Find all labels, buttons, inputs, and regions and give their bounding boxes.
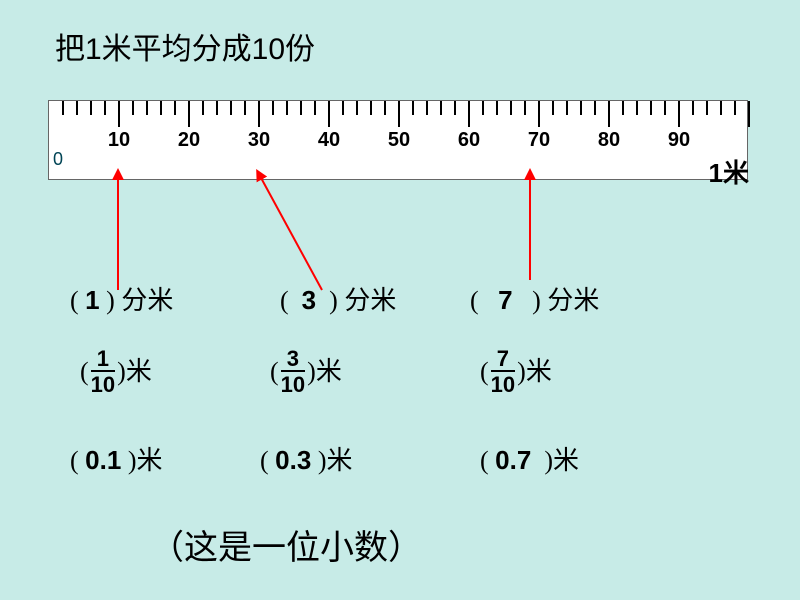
ruler-tick-minor bbox=[650, 101, 652, 115]
ruler-tick-minor bbox=[622, 101, 624, 115]
ruler-tick-minor bbox=[356, 101, 358, 115]
col3-fraction: (710)米 bbox=[480, 350, 552, 398]
ruler-tick-minor bbox=[510, 101, 512, 115]
ruler-tick-minor bbox=[370, 101, 372, 115]
ruler-tick-minor bbox=[160, 101, 162, 115]
ruler-tick-minor bbox=[286, 101, 288, 115]
ruler-tick-minor bbox=[90, 101, 92, 115]
ruler-tick-minor bbox=[76, 101, 78, 115]
ruler-tick-minor bbox=[496, 101, 498, 115]
ruler-tick-minor bbox=[174, 101, 176, 115]
ruler-zero: 0 bbox=[53, 149, 63, 170]
col2-decimal: ( 0.3 )米 bbox=[260, 440, 353, 477]
ruler-tick-major bbox=[678, 101, 680, 127]
ruler-tick-minor bbox=[244, 101, 246, 115]
ruler-tick-minor bbox=[552, 101, 554, 115]
ruler-tick-minor bbox=[342, 101, 344, 115]
col1-decimal: ( 0.1 )米 bbox=[70, 440, 163, 477]
ruler-tick-major bbox=[608, 101, 610, 127]
ruler-tick-minor bbox=[202, 101, 204, 115]
ruler-tick-minor bbox=[132, 101, 134, 115]
ruler-tick-minor bbox=[412, 101, 414, 115]
ruler-tick-minor bbox=[636, 101, 638, 115]
ruler-tick-label: 70 bbox=[528, 129, 550, 152]
ruler-tick-minor bbox=[734, 101, 736, 115]
col2-fraction: (310)米 bbox=[270, 350, 342, 398]
ruler-tick-minor bbox=[104, 101, 106, 115]
ruler-tick-minor bbox=[720, 101, 722, 115]
ruler-tick-minor bbox=[440, 101, 442, 115]
ruler-tick-minor bbox=[62, 101, 64, 115]
ruler-tick-label: 60 bbox=[458, 129, 480, 152]
ruler-tick-minor bbox=[580, 101, 582, 115]
ruler-tick-minor bbox=[300, 101, 302, 115]
page-title: 把1米平均分成10份 bbox=[55, 24, 315, 68]
col1-decimeter: ( 1 ) 分米 bbox=[70, 280, 173, 317]
ruler-tick-minor bbox=[272, 101, 274, 115]
ruler-tick-minor bbox=[146, 101, 148, 115]
ruler-tick-minor bbox=[524, 101, 526, 115]
ruler-tick-minor bbox=[454, 101, 456, 115]
ruler-tick-major bbox=[328, 101, 330, 127]
ruler-tick-minor bbox=[314, 101, 316, 115]
ruler-tick-major bbox=[258, 101, 260, 127]
ruler-tick-major bbox=[468, 101, 470, 127]
ruler-tick-minor bbox=[426, 101, 428, 115]
ruler-tick-minor bbox=[664, 101, 666, 115]
ruler-tick-label: 40 bbox=[318, 129, 340, 152]
ruler-tick-major bbox=[398, 101, 400, 127]
ruler-tick-minor bbox=[692, 101, 694, 115]
ruler-tick-major bbox=[748, 101, 750, 127]
ruler-tick-major bbox=[118, 101, 120, 127]
ruler-tick-minor bbox=[594, 101, 596, 115]
ruler-tick-label: 30 bbox=[248, 129, 270, 152]
ruler-tick-label: 50 bbox=[388, 129, 410, 152]
ruler-tick-label: 10 bbox=[108, 129, 130, 152]
ruler-tick-minor bbox=[482, 101, 484, 115]
ruler-tick-major bbox=[188, 101, 190, 127]
conclusion: （这是一位小数） bbox=[150, 520, 422, 569]
ruler-tick-minor bbox=[706, 101, 708, 115]
col3-decimal: ( 0.7 )米 bbox=[480, 440, 579, 477]
ruler-tick-major bbox=[538, 101, 540, 127]
ruler-tick-minor bbox=[384, 101, 386, 115]
col3-decimeter: ( 7 ) 分米 bbox=[470, 280, 599, 317]
ruler-tick-minor bbox=[566, 101, 568, 115]
ruler-tick-minor bbox=[216, 101, 218, 115]
col1-fraction: (110)米 bbox=[80, 350, 152, 398]
ruler-tick-label: 90 bbox=[668, 129, 690, 152]
ruler-tick-minor bbox=[230, 101, 232, 115]
ruler-tick-label: 20 bbox=[178, 129, 200, 152]
ruler-tick-label: 80 bbox=[598, 129, 620, 152]
col2-decimeter: ( 3 ) 分米 bbox=[280, 280, 396, 317]
ruler: 0 1米 102030405060708090 bbox=[48, 100, 748, 180]
pointer-arrow bbox=[260, 176, 322, 290]
ruler-unit-label: 1米 bbox=[709, 153, 749, 190]
